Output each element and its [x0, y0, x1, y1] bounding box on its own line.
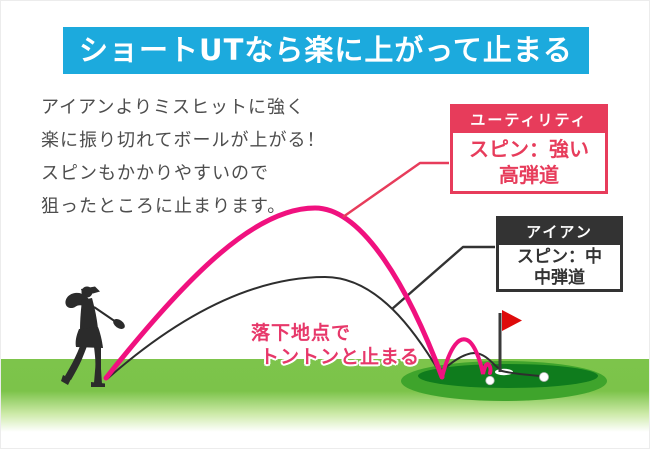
utility-trajectory-value: 高弾道 [499, 163, 559, 187]
description-line: スピンもかかりやすいので [41, 163, 269, 184]
golfer-silhouette-icon [61, 286, 125, 387]
iron-ball [539, 372, 549, 382]
landing-annotation-line2: トントンと止まる [260, 346, 421, 368]
iron-callout-title: アイアン [499, 219, 620, 245]
utility-callout-body: スピン：強い 高弾道 [453, 133, 605, 188]
iron-callout: アイアン スピン：中 中弾道 [496, 216, 623, 292]
iron-spin-value: スピン：中 [517, 247, 602, 267]
putting-green-inner [418, 364, 598, 388]
iron-leader-line [391, 245, 495, 310]
landing-annotation-line1: 落下地点で [251, 322, 352, 344]
red-flag-icon [502, 310, 522, 331]
utility-trajectory [103, 205, 445, 381]
utility-spin-value: スピン：強い [469, 137, 589, 161]
iron-callout-body: スピン：中 中弾道 [499, 245, 620, 289]
description-line: 楽に振り切れてボールが上がる！ [41, 130, 326, 151]
utility-leader-line [342, 161, 449, 218]
landing-annotation: 落下地点で トントンと止まる [251, 321, 420, 369]
description-line: アイアンよりミスヒットに強く [41, 97, 306, 118]
description-line: 狙ったところに止まります。 [41, 196, 287, 217]
utility-ball [485, 375, 495, 386]
flag-pole [498, 313, 502, 372]
iron-trajectory-value: 中弾道 [534, 268, 585, 288]
utility-bounce [440, 337, 493, 379]
utility-callout-title: ユーティリティ [453, 107, 605, 133]
utility-callout: ユーティリティ スピン：強い 高弾道 [450, 104, 608, 194]
page-title: ショートUTなら楽に上がって止まる [63, 27, 589, 74]
description: アイアンよりミスヒットに強く 楽に振り切れてボールが上がる！ スピンもかかりやす… [41, 91, 325, 223]
